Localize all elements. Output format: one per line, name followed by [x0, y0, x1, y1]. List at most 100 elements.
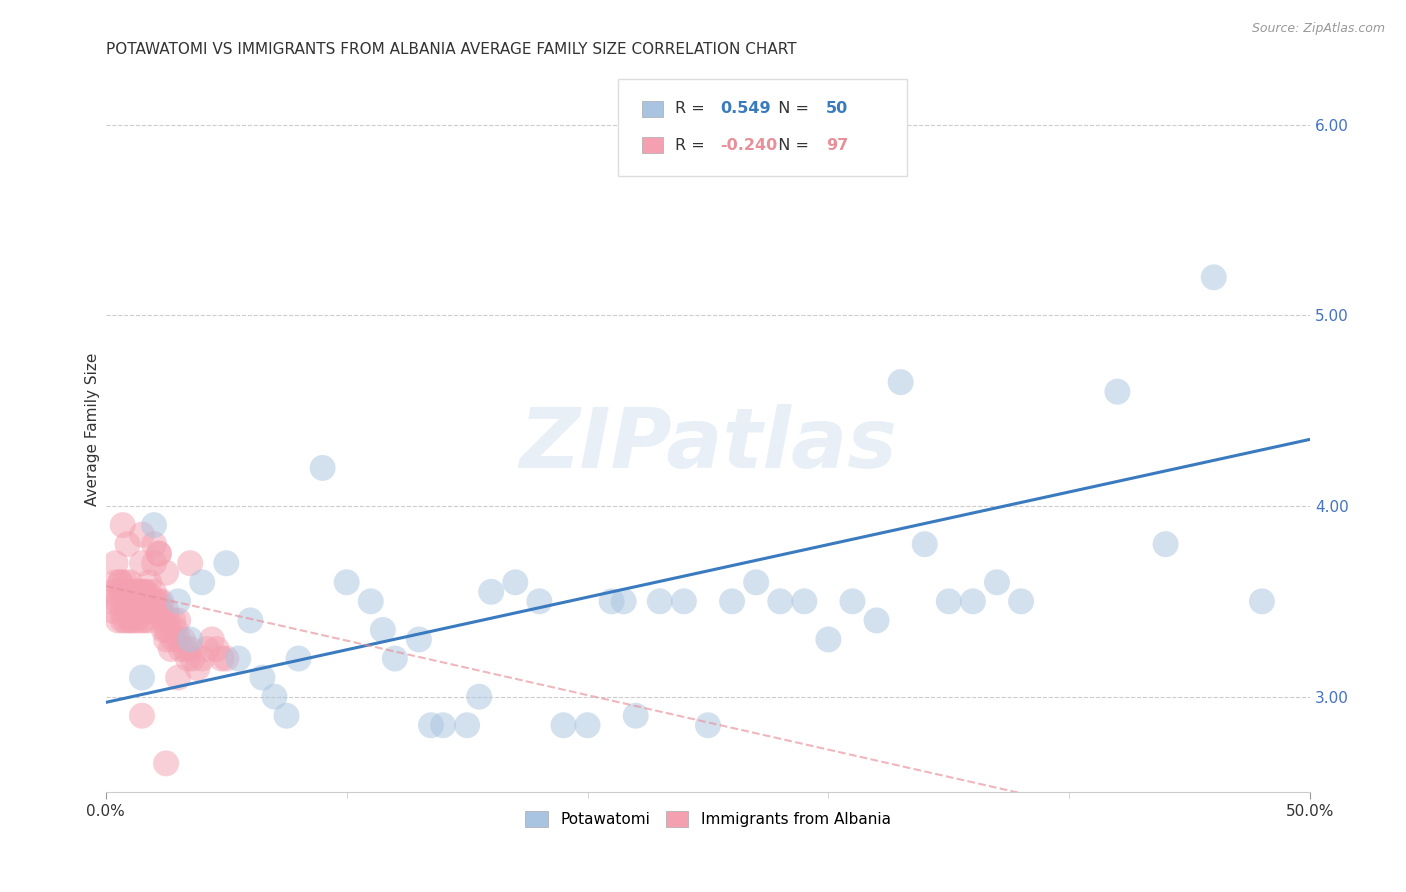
Point: [613, 594, 636, 608]
Point: [143, 556, 166, 570]
Point: [143, 594, 166, 608]
Point: [101, 604, 124, 618]
Text: N =: N =: [768, 102, 814, 117]
Point: [118, 614, 141, 628]
Point: [697, 718, 720, 732]
Point: [148, 547, 170, 561]
Point: [167, 671, 190, 685]
Point: [174, 642, 197, 657]
Point: [135, 584, 157, 599]
Point: [479, 584, 502, 599]
Point: [205, 642, 228, 657]
Point: [576, 718, 599, 732]
Point: [263, 690, 285, 704]
Point: [311, 461, 333, 475]
Bar: [641, 101, 664, 117]
Point: [155, 623, 177, 637]
Point: [117, 594, 139, 608]
Text: ZIPatlas: ZIPatlas: [519, 404, 897, 484]
Text: POTAWATOMI VS IMMIGRANTS FROM ALBANIA AVERAGE FAMILY SIZE CORRELATION CHART: POTAWATOMI VS IMMIGRANTS FROM ALBANIA AV…: [105, 42, 796, 57]
Point: [360, 594, 382, 608]
Point: [114, 614, 136, 628]
Point: [131, 614, 153, 628]
Point: [135, 604, 157, 618]
Point: [167, 632, 190, 647]
Point: [503, 575, 526, 590]
Point: [110, 575, 132, 590]
Point: [104, 575, 127, 590]
Point: [131, 556, 153, 570]
Point: [114, 584, 136, 599]
Text: 97: 97: [825, 137, 848, 153]
Point: [336, 575, 359, 590]
Point: [104, 556, 127, 570]
Point: [239, 614, 262, 628]
Point: [114, 575, 136, 590]
Point: [890, 375, 912, 389]
Point: [107, 594, 129, 608]
FancyBboxPatch shape: [617, 78, 907, 177]
Point: [127, 594, 149, 608]
Point: [157, 614, 180, 628]
Point: [1010, 594, 1032, 608]
Point: [215, 556, 238, 570]
Text: -0.240: -0.240: [720, 137, 778, 153]
Point: [252, 671, 274, 685]
Point: [167, 614, 190, 628]
Point: [177, 651, 200, 665]
Point: [134, 584, 156, 599]
Point: [121, 604, 143, 618]
Point: [148, 604, 170, 618]
Point: [624, 708, 647, 723]
Point: [408, 632, 430, 647]
Point: [468, 690, 491, 704]
Point: [131, 708, 153, 723]
Point: [124, 594, 146, 608]
Point: [143, 604, 166, 618]
Point: [150, 604, 173, 618]
Point: [155, 756, 177, 771]
Point: [215, 651, 238, 665]
Point: [143, 518, 166, 533]
Point: [127, 584, 149, 599]
Point: [134, 614, 156, 628]
Point: [162, 614, 184, 628]
Point: [145, 604, 167, 618]
Point: [1202, 270, 1225, 285]
Point: [841, 594, 863, 608]
Point: [162, 632, 184, 647]
Point: [384, 651, 406, 665]
Point: [131, 594, 153, 608]
Point: [745, 575, 768, 590]
Point: [118, 575, 141, 590]
Point: [648, 594, 671, 608]
Point: [152, 623, 174, 637]
Point: [865, 614, 887, 628]
Point: [131, 527, 153, 541]
Point: [817, 632, 839, 647]
Point: [138, 594, 160, 608]
Point: [143, 584, 166, 599]
Point: [167, 594, 190, 608]
Point: [127, 614, 149, 628]
Point: [118, 584, 141, 599]
Point: [432, 718, 454, 732]
Point: [138, 575, 160, 590]
Point: [186, 661, 208, 675]
Point: [114, 584, 136, 599]
Point: [276, 708, 298, 723]
Point: [553, 718, 575, 732]
Point: [141, 594, 163, 608]
Point: [100, 594, 122, 608]
Point: [172, 632, 194, 647]
Point: [211, 651, 233, 665]
Point: [134, 594, 156, 608]
Text: Source: ZipAtlas.com: Source: ZipAtlas.com: [1251, 22, 1385, 36]
Point: [938, 594, 960, 608]
Text: 0.549: 0.549: [720, 102, 770, 117]
Point: [793, 594, 815, 608]
Point: [110, 575, 132, 590]
Point: [148, 547, 170, 561]
Point: [914, 537, 936, 551]
Point: [529, 594, 551, 608]
